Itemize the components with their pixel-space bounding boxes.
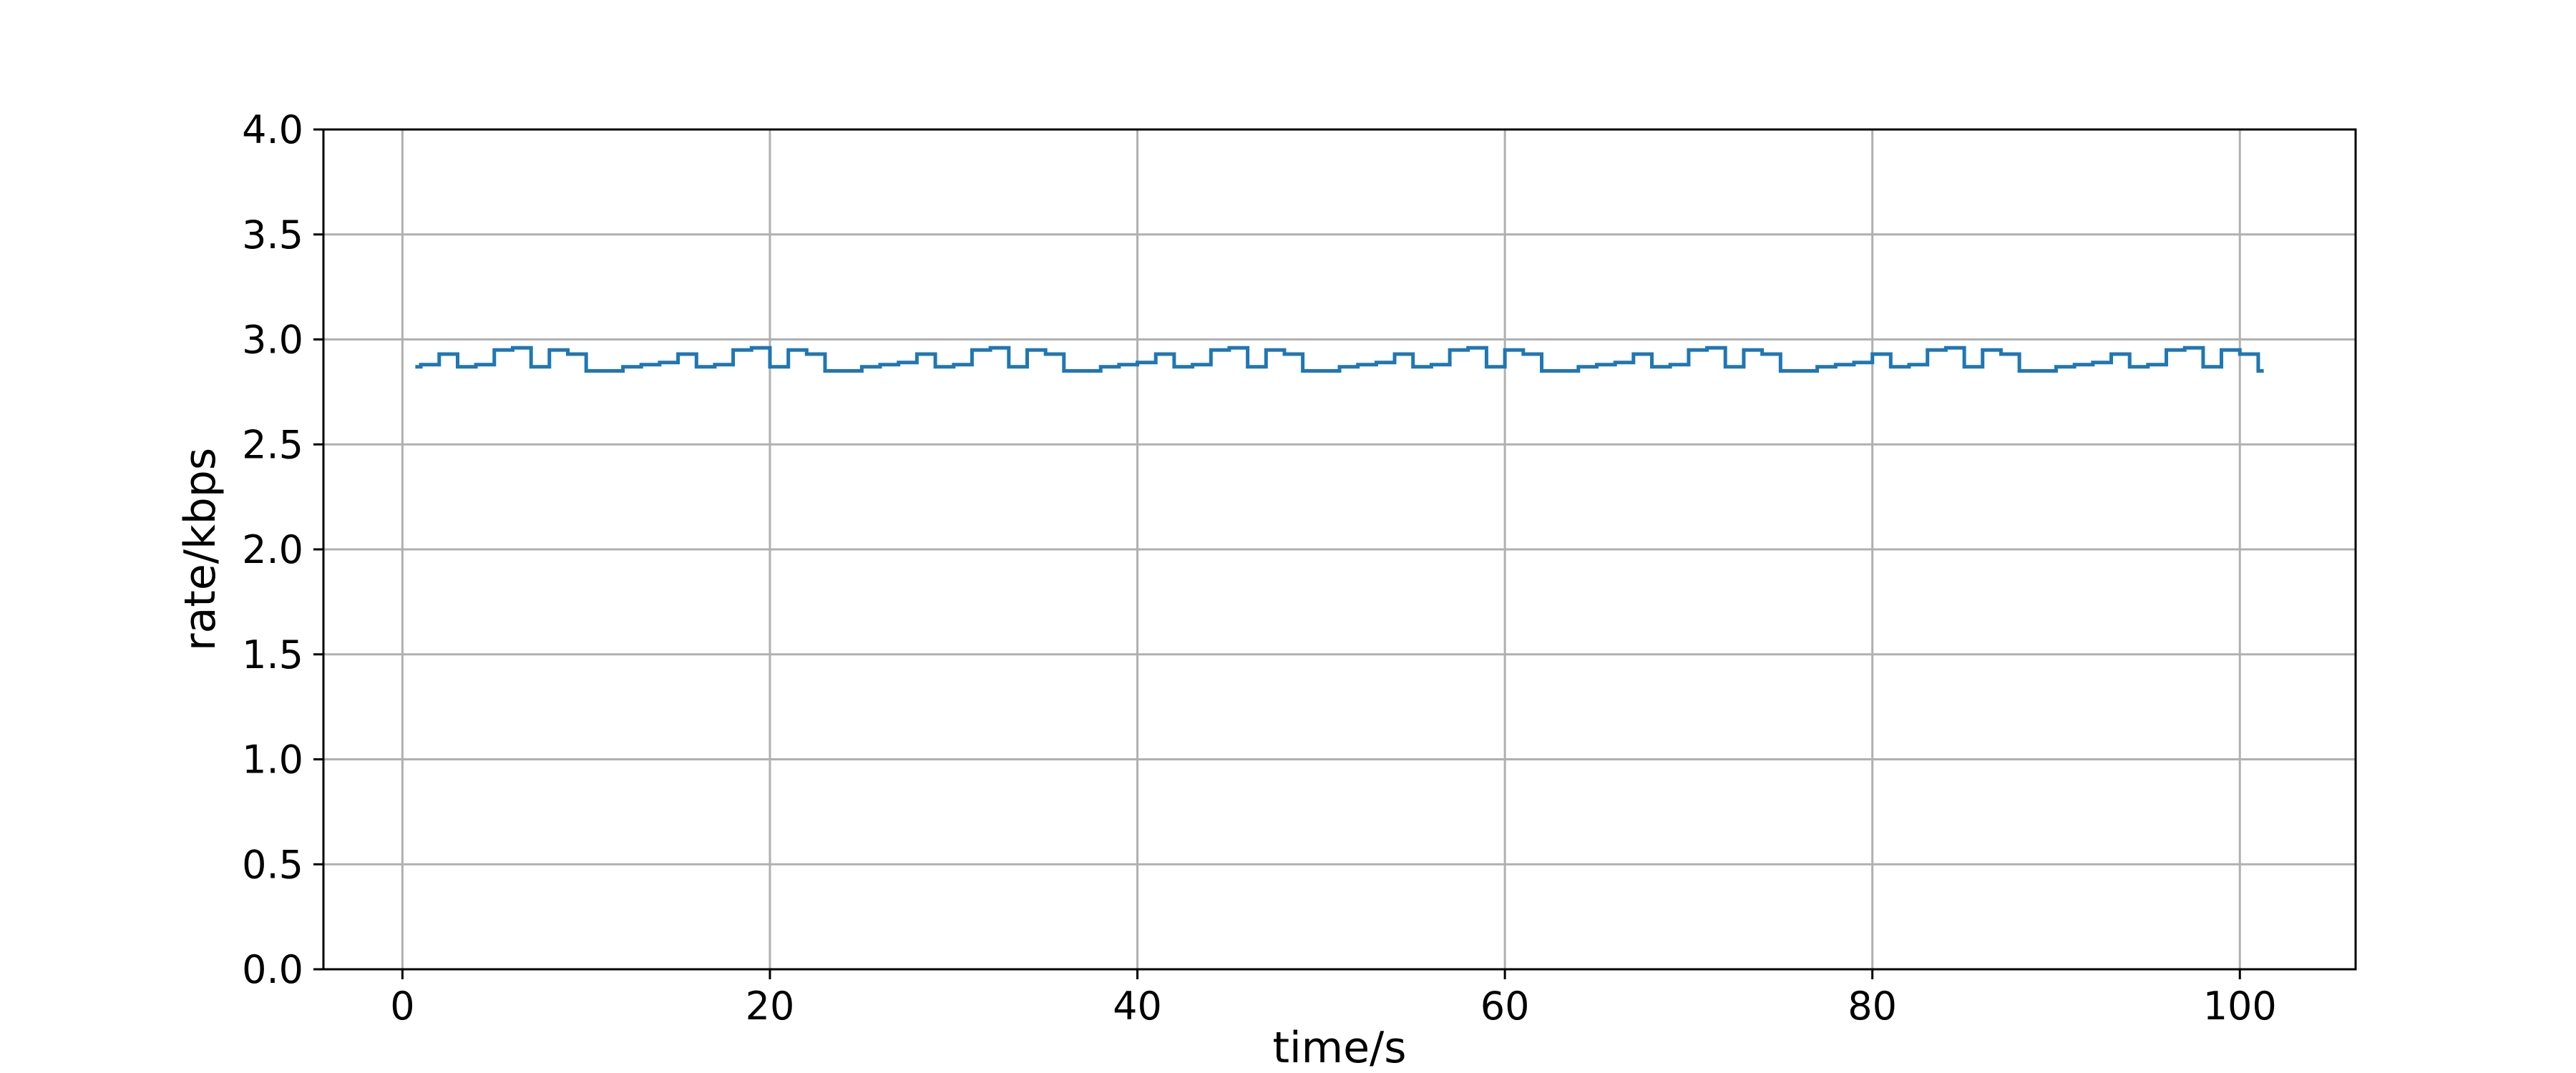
y-axis-label: rate/kbps: [175, 448, 225, 651]
x-tick-label: 40: [1113, 984, 1162, 1029]
y-tick-label: 4.0: [242, 107, 303, 152]
x-tick-label: 80: [1848, 984, 1897, 1029]
x-tick-label: 20: [746, 984, 795, 1029]
series-line: [415, 346, 2264, 373]
y-tick-label: 1.5: [242, 632, 303, 677]
x-tick-label: 60: [1480, 984, 1530, 1029]
series: [415, 346, 2264, 373]
y-tick-label: 1.0: [242, 738, 303, 783]
y-tick-label: 2.5: [242, 422, 303, 467]
y-tick-label: 2.0: [242, 527, 303, 572]
x-tick-label: 100: [2203, 984, 2277, 1029]
ticks: 0 20 40 60 80 100 0.0 0.5 1.0 1.5 2.0 2.5 3.0 3.5 4.0: [242, 107, 2277, 1029]
y-tick-label: 0.5: [242, 842, 303, 887]
y-tick-label: 3.5: [242, 212, 303, 258]
x-axis-label: time/s: [1272, 1023, 1406, 1073]
x-tick-label: 0: [390, 984, 414, 1029]
grid: [323, 128, 2356, 971]
y-tick-label: 3.0: [242, 318, 303, 363]
y-tick-label: 0.0: [242, 947, 303, 992]
